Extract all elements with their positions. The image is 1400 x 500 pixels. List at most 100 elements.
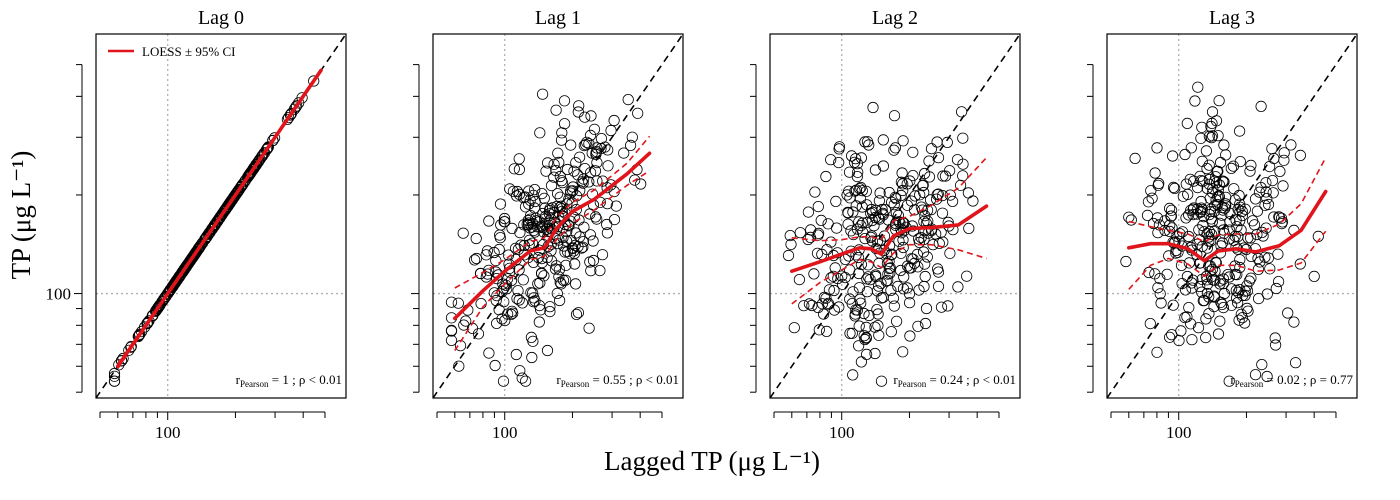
data-point	[601, 182, 613, 194]
data-point	[1244, 165, 1256, 177]
data-point	[1183, 230, 1195, 243]
data-point	[498, 296, 510, 308]
data-point	[1206, 130, 1219, 142]
data-point	[1217, 175, 1229, 187]
data-point	[507, 307, 519, 319]
data-point	[519, 375, 532, 387]
data-point	[1229, 268, 1241, 280]
stat-subscript: Pearson	[1235, 379, 1264, 389]
data-point	[841, 189, 853, 201]
data-point	[491, 290, 503, 302]
data-point	[561, 225, 573, 237]
data-point	[499, 314, 511, 327]
data-point	[569, 278, 582, 290]
data-point	[794, 227, 806, 239]
data-point	[1216, 298, 1228, 310]
data-point	[872, 308, 884, 320]
data-point	[608, 114, 620, 127]
legend-label: LOESS ± 95% CI	[142, 44, 235, 59]
data-point	[1192, 81, 1204, 93]
data-point	[1185, 142, 1197, 154]
data-point	[1176, 277, 1188, 290]
data-point	[533, 299, 546, 312]
identity-line	[770, 34, 1020, 398]
data-point	[1152, 179, 1164, 191]
data-point	[570, 157, 582, 169]
data-point	[590, 146, 603, 158]
data-point	[497, 375, 510, 387]
data-point	[601, 227, 614, 239]
data-point	[1167, 150, 1179, 162]
data-point	[540, 165, 552, 177]
data-point	[957, 170, 969, 182]
data-point	[869, 321, 881, 333]
data-point	[1211, 177, 1223, 189]
data-point	[488, 287, 500, 299]
data-point	[1161, 268, 1173, 280]
data-point	[1180, 212, 1192, 224]
data-point	[518, 249, 530, 261]
data-point	[498, 282, 510, 294]
data-point	[1152, 282, 1164, 294]
data-point	[915, 232, 927, 244]
data-point	[1223, 271, 1235, 283]
data-point	[551, 200, 563, 212]
data-point	[851, 304, 864, 316]
data-point	[569, 258, 581, 270]
x-tick-label: 100	[829, 423, 855, 442]
data-point	[857, 217, 869, 229]
data-point	[833, 143, 845, 155]
data-point	[570, 227, 582, 239]
data-point	[460, 315, 472, 327]
data-point	[885, 284, 897, 296]
data-point	[570, 308, 583, 320]
data-point	[812, 201, 824, 213]
data-point	[1256, 358, 1268, 371]
data-point	[493, 304, 505, 316]
data-point	[1239, 289, 1251, 301]
data-point	[308, 75, 320, 87]
data-point	[568, 165, 580, 177]
data-point	[901, 282, 913, 294]
data-point	[813, 324, 825, 336]
data-point	[1211, 198, 1223, 211]
data-point	[868, 220, 880, 232]
data-point	[1206, 263, 1219, 275]
data-point	[555, 175, 568, 187]
data-point	[584, 129, 597, 141]
data-point	[812, 229, 824, 241]
data-point	[545, 255, 558, 267]
data-point	[577, 177, 589, 189]
data-point	[551, 287, 563, 299]
data-point	[855, 356, 868, 368]
data-point	[1249, 193, 1262, 205]
data-point	[538, 270, 550, 282]
data-point	[854, 183, 866, 195]
data-point	[1151, 142, 1163, 154]
data-point	[1235, 224, 1247, 236]
data-point	[895, 189, 907, 202]
data-point	[474, 267, 487, 280]
data-point	[177, 265, 189, 277]
data-point	[268, 132, 281, 144]
data-point	[529, 226, 541, 238]
data-point	[534, 127, 546, 139]
data-point	[927, 239, 939, 251]
data-point	[877, 134, 889, 146]
data-point	[846, 327, 858, 339]
loess-line	[790, 204, 989, 273]
data-point	[931, 189, 943, 201]
data-point	[1223, 375, 1235, 387]
data-point	[632, 107, 644, 119]
ci-lower-line	[1128, 230, 1327, 290]
data-point	[1262, 198, 1275, 211]
data-point	[963, 222, 975, 234]
data-point	[1203, 260, 1215, 272]
data-point	[890, 207, 902, 219]
data-point	[850, 200, 862, 212]
data-point	[808, 268, 820, 280]
data-point	[957, 158, 969, 170]
data-point	[1165, 210, 1178, 222]
data-point	[517, 274, 529, 286]
data-point	[498, 212, 511, 225]
